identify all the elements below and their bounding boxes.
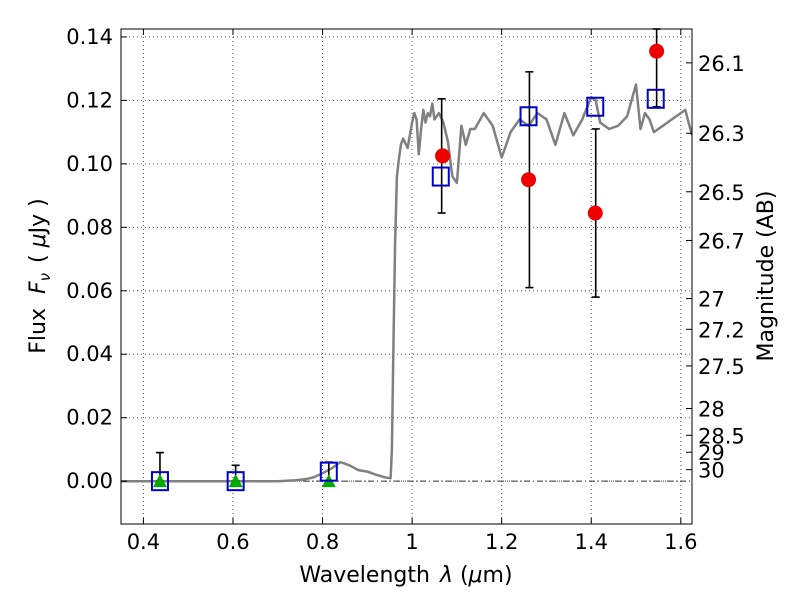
circle-marker	[435, 148, 451, 164]
triangle-marker	[152, 474, 167, 488]
y-tick-label: 0.12	[66, 88, 113, 112]
square-marker	[150, 471, 169, 492]
triangle-marker	[228, 474, 243, 488]
x-tick-label: 0.4	[127, 530, 160, 554]
magnitude-tick-label: 30	[698, 459, 725, 483]
error-bars	[155, 28, 661, 482]
y-tick-label: 0.00	[66, 469, 113, 493]
x-tick-label: 1.2	[485, 530, 518, 554]
magnitude-tick-label: 29	[698, 441, 725, 465]
x-tick-label: 0.8	[306, 530, 339, 554]
right-axis-label: Magnitude (AB)	[754, 191, 779, 362]
magnitude-tick-label: 28	[698, 397, 725, 421]
x-tick-label: 1.6	[664, 530, 697, 554]
circle-marker	[649, 43, 665, 59]
model-spectrum	[121, 83, 692, 483]
y-tick-label: 0.04	[66, 342, 113, 366]
spectrum-line	[121, 83, 692, 483]
y-tick-label: 0.02	[66, 406, 113, 430]
magnitude-tick-label: 28.5	[698, 424, 745, 448]
square-marker	[646, 88, 665, 109]
x-axis-label: Wavelength λ (μm)	[299, 563, 512, 588]
square-marker	[431, 166, 450, 187]
magnitude-tick-label: 26.3	[698, 122, 745, 146]
x-tick-label: 1	[405, 530, 418, 554]
plot-frame	[120, 28, 693, 525]
magnitude-tick-label: 26.5	[698, 181, 745, 205]
square-marker	[226, 471, 245, 492]
magnitude-tick-label: 27.5	[698, 355, 745, 379]
y-tick-label: 0.10	[66, 152, 113, 176]
grid	[121, 29, 692, 524]
y-tick-label: 0.08	[66, 215, 113, 239]
magnitude-tick-label: 27.2	[698, 318, 745, 342]
square-marker	[319, 461, 338, 482]
x-tick-label: 1.4	[575, 530, 608, 554]
y-tick-label: 0.14	[66, 25, 113, 49]
magnitude-tick-label: 26.1	[698, 52, 745, 76]
x-tick-label: 0.6	[216, 530, 249, 554]
data-markers	[150, 43, 665, 492]
y-tick-label: 0.06	[66, 279, 113, 303]
y-axis-label: FluxFν( μJy )	[26, 198, 54, 353]
square-marker	[586, 96, 605, 117]
circle-marker	[521, 172, 537, 188]
circle-marker	[587, 205, 603, 221]
square-marker	[519, 106, 538, 127]
magnitude-tick-label: 27	[698, 288, 725, 312]
magnitude-tick-label: 26.7	[698, 229, 745, 253]
axis-ticks: 0.4 0.6 0.8 1 1.2 1.4 1.6 0.00 0.02 0.04 0.06 0.08 0…	[66, 25, 745, 554]
